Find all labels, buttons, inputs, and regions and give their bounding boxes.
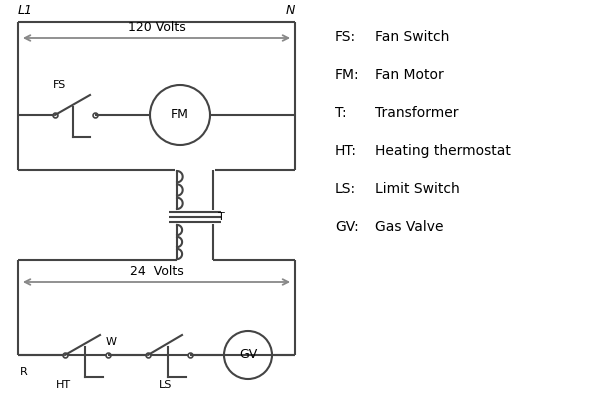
Text: HT:: HT: (335, 144, 357, 158)
Text: GV:: GV: (335, 220, 359, 234)
Text: Heating thermostat: Heating thermostat (375, 144, 511, 158)
Text: Fan Switch: Fan Switch (375, 30, 450, 44)
Text: Transformer: Transformer (375, 106, 458, 120)
Text: T: T (218, 212, 225, 222)
Text: 120 Volts: 120 Volts (127, 21, 185, 34)
Text: N: N (286, 4, 295, 17)
Text: HT: HT (55, 380, 71, 390)
Text: LS:: LS: (335, 182, 356, 196)
Text: L1: L1 (18, 4, 33, 17)
Text: 24  Volts: 24 Volts (130, 265, 183, 278)
Text: W: W (106, 337, 117, 347)
Text: FM:: FM: (335, 68, 360, 82)
Text: Limit Switch: Limit Switch (375, 182, 460, 196)
Text: FM: FM (171, 108, 189, 122)
Text: FS:: FS: (335, 30, 356, 44)
Text: R: R (20, 367, 28, 377)
Text: T:: T: (335, 106, 347, 120)
Text: Gas Valve: Gas Valve (375, 220, 444, 234)
Text: FS: FS (53, 80, 67, 90)
Text: Fan Motor: Fan Motor (375, 68, 444, 82)
Text: LS: LS (159, 380, 173, 390)
Text: GV: GV (239, 348, 257, 362)
